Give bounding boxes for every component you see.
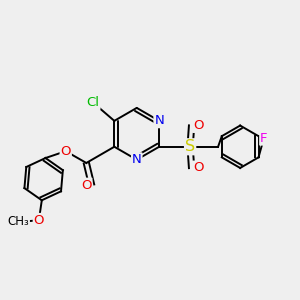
Text: O: O: [193, 161, 203, 175]
Text: Cl: Cl: [87, 96, 100, 109]
Text: S: S: [185, 139, 195, 154]
Text: CH₃: CH₃: [8, 215, 29, 228]
Text: N: N: [132, 153, 142, 166]
Text: O: O: [81, 178, 92, 191]
Text: F: F: [260, 132, 268, 145]
Text: O: O: [34, 214, 44, 227]
Text: N: N: [154, 114, 164, 127]
Text: O: O: [193, 119, 203, 132]
Text: O: O: [61, 145, 71, 158]
